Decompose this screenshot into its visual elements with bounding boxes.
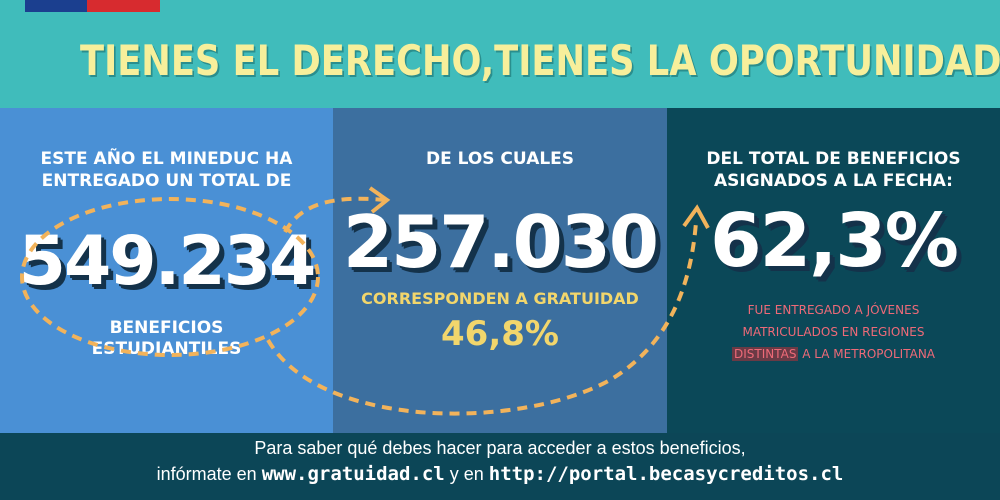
panel1-intro: ESTE AÑO EL MINEDUC HA ENTREGADO UN TOTA…	[0, 148, 333, 192]
link-becasycreditos[interactable]: http://portal.becasycreditos.cl	[488, 463, 844, 485]
panel2-intro: DE LOS CUALES	[425, 149, 575, 169]
note-line3-rest: A LA METROPOLITANA	[798, 347, 936, 361]
panel1-intro-line1: ESTE AÑO EL MINEDUC HA	[40, 149, 293, 169]
gratuidad-count: 257.030	[343, 200, 659, 284]
flag-blue-top	[25, 0, 87, 12]
panel1-label-line1: BENEFICIOS	[109, 318, 224, 338]
panel-percentage	[667, 108, 1000, 433]
gratuidad-label: CORRESPONDEN A GRATUIDAD	[361, 289, 639, 308]
panel3-note: FUE ENTREGADO A JÓVENES MATRICULADOS EN …	[667, 299, 1000, 365]
panel3-note-line1: FUE ENTREGADO A JÓVENES	[747, 303, 920, 317]
panel3-note-line3: DISTINTAS A LA METROPOLITANA	[667, 343, 1000, 365]
header-banner	[0, 0, 1000, 108]
panel3-intro-line1: DEL TOTAL DE BENEFICIOS	[706, 149, 961, 169]
footer-line2-prefix: infórmate en	[156, 464, 262, 484]
footer-line2: infórmate en www.gratuidad.cl y en http:…	[0, 462, 1000, 486]
link-gratuidad[interactable]: www.gratuidad.cl	[261, 463, 445, 485]
footer	[0, 433, 1000, 500]
headline: TIENES EL DERECHO,TIENES LA OPORTUNIDAD	[80, 36, 1000, 85]
footer-line2-middle: y en	[444, 464, 489, 484]
panel3-intro-line2: ASIGNADOS A LA FECHA:	[714, 171, 953, 191]
footer-line1: Para saber qué debes hacer para acceder …	[254, 438, 746, 458]
gratuidad-percentage: 46,8%	[441, 314, 559, 354]
flag-stripe-top	[25, 0, 160, 12]
note-highlight: DISTINTAS	[731, 347, 799, 361]
panel1-label-line2: ESTUDIANTILES	[91, 339, 242, 359]
flag-red-top	[87, 0, 160, 12]
total-benefits-number: 549.234	[18, 222, 317, 301]
assigned-percentage: 62,3%	[710, 198, 959, 284]
panel3-note-line2: MATRICULADOS EN REGIONES	[742, 325, 925, 339]
panel1-label: BENEFICIOS ESTUDIANTILES	[0, 318, 333, 360]
panel3-intro: DEL TOTAL DE BENEFICIOS ASIGNADOS A LA F…	[667, 148, 1000, 192]
panel1-intro-line2: ENTREGADO UN TOTAL DE	[41, 171, 292, 191]
